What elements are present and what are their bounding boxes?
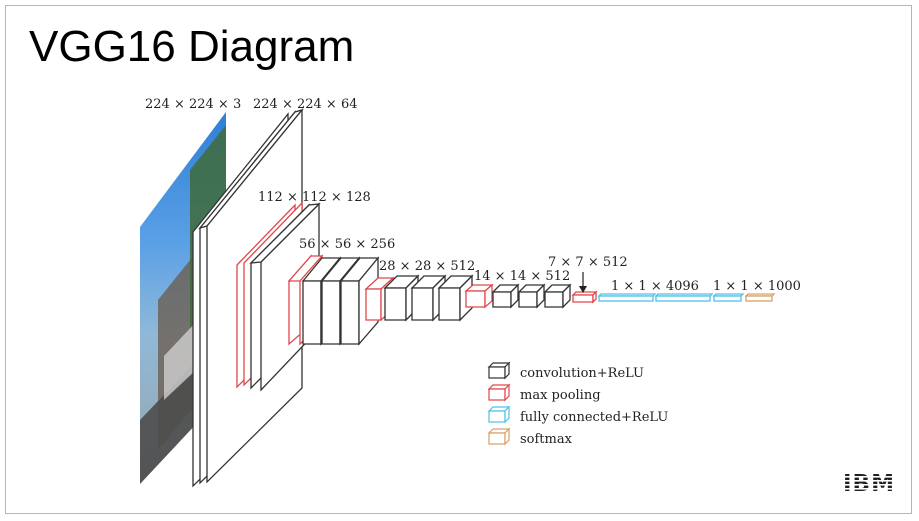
legend-label-softmax: softmax (520, 432, 573, 447)
slide-title: VGG16 Diagram (29, 22, 355, 71)
fc-cube-icon (487, 405, 511, 424)
legend-label-pool: max pooling (520, 388, 601, 403)
label-conv2: 112 × 112 × 128 (258, 190, 371, 205)
ibm-logo: IBM (843, 471, 895, 496)
slide-frame (5, 5, 912, 514)
label-conv4: 28 × 28 × 512 (379, 259, 475, 274)
softmax-cube-icon (487, 427, 511, 446)
ibm-logo-text: IBM (843, 471, 895, 496)
label-fc: 1 × 1 × 4096 (611, 279, 699, 294)
pool5-block (571, 290, 598, 304)
softmax-layer (744, 293, 776, 302)
fc-layers (597, 293, 745, 302)
label-conv5: 14 × 14 × 512 (474, 269, 570, 284)
label-softmax: 1 × 1 × 1000 (713, 279, 801, 294)
legend-label-fc: fully connected+ReLU (520, 410, 668, 425)
conv4-block (364, 274, 474, 322)
label-pool5: 7 × 7 × 512 (548, 255, 628, 270)
label-conv3: 56 × 56 × 256 (299, 237, 395, 252)
legend: convolution+ReLU max pooling fully conne… (487, 361, 668, 447)
pool5-arrow (579, 272, 587, 293)
legend-label-conv: convolution+ReLU (520, 366, 644, 381)
conv3-block (287, 254, 380, 346)
conv1-block (192, 108, 304, 488)
label-conv1: 224 × 224 × 64 (253, 97, 357, 112)
conv5-block (464, 283, 572, 309)
conv-cube-icon (487, 361, 511, 380)
label-input: 224 × 224 × 3 (145, 97, 241, 112)
pool-cube-icon (487, 383, 511, 402)
